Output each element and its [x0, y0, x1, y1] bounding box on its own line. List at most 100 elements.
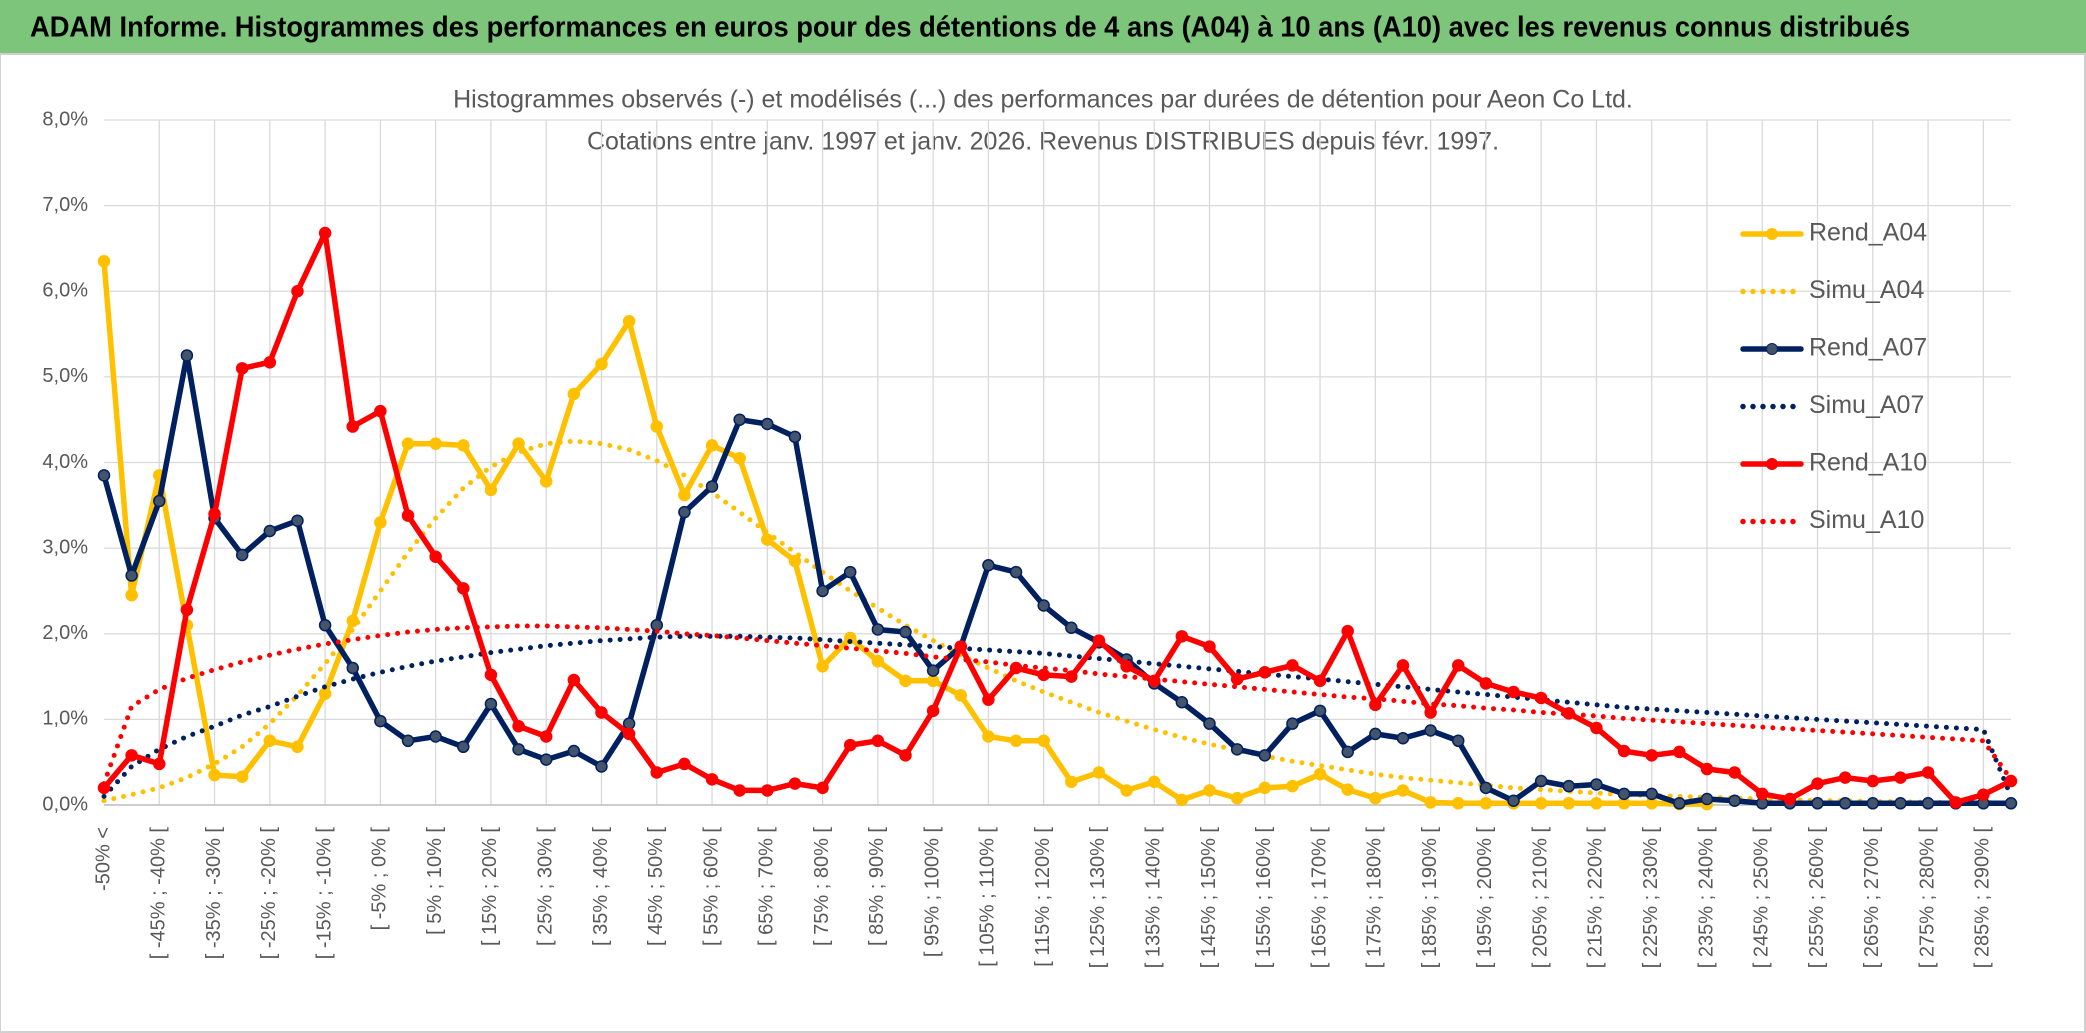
- series-marker: [235, 362, 249, 375]
- series-marker: [1617, 787, 1631, 801]
- series-marker: [1369, 727, 1382, 741]
- x-tick-label: [ 145% ; 150% [: [1198, 827, 1220, 969]
- series-marker: [1175, 696, 1189, 709]
- series-marker: [1230, 672, 1244, 686]
- series-marker: [843, 565, 857, 579]
- series-marker: [1065, 670, 1078, 683]
- series-marker: [318, 618, 332, 632]
- series-marker: [1534, 797, 1548, 810]
- x-tick-label: [ 55% ; 60% [: [700, 827, 722, 946]
- header-title: ADAM Informe. Histogrammes des performan…: [30, 12, 1910, 44]
- series-marker: [346, 661, 359, 675]
- series-marker: [871, 654, 885, 668]
- series-marker: [539, 753, 553, 766]
- y-tick-label: 7,0%: [42, 194, 88, 216]
- series-marker: [1203, 784, 1216, 797]
- series-marker: [1369, 791, 1382, 805]
- series-marker: [1977, 788, 1990, 801]
- series-marker: [1645, 787, 1658, 801]
- series-marker: [539, 475, 553, 488]
- series-marker: [429, 550, 442, 563]
- series-marker: [1092, 634, 1106, 647]
- series-line: [101, 633, 2014, 799]
- series-marker: [97, 255, 111, 268]
- x-tick-label: [ -25% ; -20% [: [258, 827, 280, 960]
- x-tick-label: [ -35% ; -30% [: [203, 827, 225, 960]
- series-marker: [871, 734, 885, 748]
- x-tick-label: [ 65% ; 70% [: [756, 827, 778, 946]
- series-marker: [180, 603, 194, 617]
- series-marker: [1645, 749, 1658, 762]
- series-marker: [1396, 784, 1410, 797]
- x-tick-label: [ 95% ; 100% [: [921, 827, 943, 958]
- y-tick-label: 1,0%: [42, 708, 88, 730]
- series-marker: [1866, 774, 1880, 788]
- series-marker: [1507, 685, 1520, 699]
- y-tick-label: 5,0%: [42, 365, 88, 387]
- series-marker: [1811, 777, 1824, 790]
- series-marker: [1756, 787, 1769, 801]
- series-marker: [401, 509, 415, 522]
- series-marker: [429, 437, 442, 450]
- series-marker: [982, 559, 995, 572]
- series-marker: [899, 674, 912, 688]
- series-marker: [291, 285, 304, 298]
- x-tick-label: [ 215% ; 220% [: [1585, 827, 1607, 969]
- x-tick-label: [ 195% ; 200% [: [1474, 827, 1496, 969]
- series-marker: [1811, 797, 1824, 810]
- x-tick-label: [ 75% ; 80% [: [811, 827, 833, 946]
- legend-label: Simu_A07: [1809, 391, 1924, 419]
- series-marker: [1451, 734, 1465, 748]
- series-marker: [1700, 762, 1714, 776]
- series-marker: [1451, 659, 1465, 672]
- series-marker: [208, 507, 221, 521]
- x-tick-label: [ 265% ; 270% [: [1861, 827, 1883, 969]
- series-marker: [1230, 791, 1244, 805]
- series-marker: [2004, 797, 2018, 810]
- series-marker: [1065, 621, 1078, 635]
- series-marker: [1534, 774, 1548, 788]
- legend-label: Rend_A10: [1809, 449, 1927, 477]
- series-line: [101, 623, 2014, 787]
- series-marker: [1590, 797, 1603, 810]
- series-marker: [1838, 797, 1852, 810]
- legend-label: Rend_A04: [1809, 219, 1927, 247]
- x-tick-label: -50% <: [92, 827, 114, 891]
- legend-label: Simu_A10: [1809, 506, 1924, 534]
- series-marker: [1562, 779, 1576, 793]
- x-tick-label: [ 15% ; 20% [: [479, 827, 501, 946]
- series-marker: [1120, 784, 1133, 797]
- x-tick-label: [ 125% ; 130% [: [1087, 827, 1109, 969]
- series-marker: [1341, 783, 1354, 796]
- series-marker: [374, 404, 387, 418]
- series-marker: [733, 784, 746, 797]
- series-marker: [678, 505, 691, 519]
- x-tick-label: [ -15% ; -10% [: [313, 827, 335, 960]
- series-marker: [1092, 766, 1106, 779]
- series-marker: [650, 766, 664, 779]
- series-marker: [733, 451, 746, 465]
- x-tick-label: [ 175% ; 180% [: [1364, 827, 1386, 969]
- series-marker: [1894, 771, 1907, 784]
- series-marker: [871, 623, 885, 636]
- series-marker: [567, 744, 581, 758]
- y-tick-label: 3,0%: [42, 536, 88, 558]
- series-marker: [1286, 717, 1299, 730]
- series-marker: [1728, 794, 1741, 807]
- series-marker: [1424, 796, 1437, 809]
- series-marker: [97, 469, 111, 482]
- series-marker: [761, 784, 774, 797]
- series-marker: [982, 693, 995, 706]
- series-marker: [1479, 781, 1493, 795]
- chart-frame: [0, 53, 2086, 1033]
- x-tick-label: [ -5% ; 0% [: [369, 827, 391, 931]
- legend-marker: [1766, 228, 1778, 240]
- series-marker: [1258, 666, 1272, 679]
- series-marker: [1921, 766, 1935, 779]
- y-tick-label: 4,0%: [42, 451, 88, 473]
- series-line: [101, 352, 2014, 807]
- series-marker: [318, 687, 332, 700]
- series-marker: [512, 719, 525, 733]
- series-marker: [1313, 704, 1327, 718]
